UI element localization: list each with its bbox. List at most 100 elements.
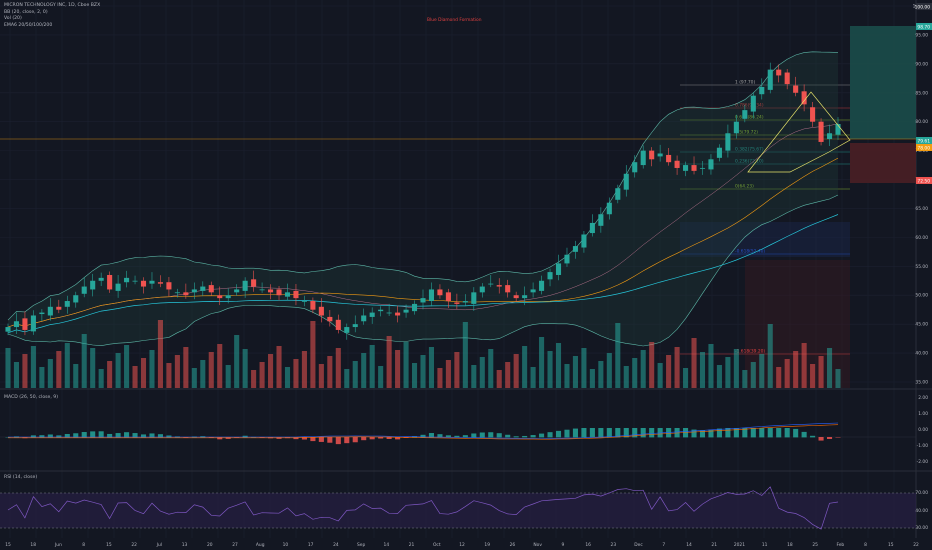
date-tick: 11 [762, 542, 768, 548]
volume-bar [403, 342, 409, 388]
candle [259, 289, 265, 291]
bollinger-fill [8, 51, 838, 347]
volume-bar [462, 322, 468, 388]
candle [386, 312, 392, 314]
candle [90, 280, 96, 290]
price-tick: 65.00 [915, 206, 928, 212]
date-tick: 21 [711, 542, 717, 548]
macd-line [8, 422, 839, 439]
macd-histogram-bar [217, 437, 223, 440]
fib-label: 0.786(91.34) [735, 103, 764, 109]
volume-bar [750, 362, 756, 388]
rsi-label[interactable]: RSI (14, close) [4, 475, 38, 480]
candle [564, 254, 570, 264]
volume-bar [22, 354, 28, 388]
candle [225, 295, 231, 299]
candle [555, 263, 562, 275]
legend-ema[interactable]: EMA6 20/50/100/200 [4, 22, 53, 28]
date-tick: 24 [333, 542, 339, 548]
macd-tick: 2.00 [918, 395, 928, 401]
macd-histogram-bar [530, 435, 536, 438]
macd-histogram-bar [64, 434, 70, 438]
macd-histogram-bar [615, 428, 621, 438]
fib-label: 1 (97.70) [735, 80, 755, 86]
volume-bar [793, 351, 799, 388]
macd-histogram-bar [496, 433, 502, 438]
macd-histogram-bar [742, 428, 748, 438]
volume-bar [378, 366, 384, 388]
macd-histogram-bar [242, 435, 248, 438]
macd-tick: -2.00 [917, 459, 929, 465]
volume-bar [488, 349, 494, 388]
volume-bar [657, 363, 663, 388]
macd-histogram-bar [767, 428, 773, 438]
rsi-tick: 70.00 [915, 490, 928, 496]
candle [208, 285, 214, 293]
volume-bar [640, 350, 646, 388]
volume-bar [589, 369, 595, 388]
macd-histogram-bar [140, 434, 147, 438]
date-tick: 14 [384, 542, 390, 548]
volume-bar [564, 364, 570, 388]
candle [454, 302, 460, 304]
date-tick: 9 [561, 542, 564, 548]
legend-bb[interactable]: BB (20, close, 2, 0) [4, 9, 48, 15]
candle [505, 285, 511, 293]
legend-vol[interactable]: Vol (20) [4, 16, 22, 22]
macd-histogram-bar [793, 428, 799, 438]
macd-histogram-bar [107, 433, 113, 438]
candle [674, 160, 680, 168]
macd-histogram-bar [649, 428, 655, 438]
volume-bar [318, 364, 324, 388]
candle [411, 303, 418, 312]
candle [149, 280, 155, 284]
macd-histogram-bar [606, 428, 612, 438]
volume-bar [64, 343, 70, 388]
macd-histogram-bar [335, 437, 341, 445]
candle [420, 298, 426, 303]
legend-symbol[interactable]: MICRON TECHNOLOGY INC, 1D, Cboe BZX [4, 3, 101, 8]
macd-histogram-bar [259, 437, 265, 438]
macd-histogram-bar [750, 428, 756, 438]
volume-bar [293, 359, 299, 388]
candle [242, 280, 248, 291]
candle [47, 306, 53, 316]
candle [488, 283, 494, 285]
candle [5, 327, 11, 332]
candle [539, 280, 545, 291]
macd-histogram-bar [318, 437, 324, 442]
macd-histogram-bar [666, 428, 672, 438]
volume-bar [98, 369, 104, 388]
formation-annotation[interactable]: Blue Diamond Formation [427, 18, 482, 23]
candle [784, 72, 790, 85]
macd-legend: MACD (26, 50, close, 9) [4, 395, 58, 402]
macd-histogram-bar [691, 429, 697, 438]
macd-label[interactable]: MACD (26, 50, close, 9) [4, 395, 59, 400]
candle [64, 301, 70, 307]
candle [725, 133, 731, 151]
candle [157, 282, 163, 284]
candle [598, 214, 604, 226]
candle [496, 285, 502, 287]
date-tick: 27 [232, 542, 238, 548]
volume-bar [90, 348, 96, 388]
volume-bar [157, 320, 163, 388]
fib-label: 0.618(86.24) [735, 115, 764, 121]
price-tick: 40.00 [915, 351, 928, 357]
volume-bar [835, 369, 841, 388]
candle [378, 309, 384, 312]
macd-histogram-bar [479, 432, 485, 438]
candle [30, 315, 36, 332]
volume-bar [759, 354, 765, 388]
candle [615, 188, 621, 200]
price-tick: 45.00 [915, 322, 928, 328]
volume-bar [666, 355, 672, 388]
bollinger-upper [7, 51, 839, 321]
macd-histogram-bar [708, 429, 714, 438]
date-tick: 22 [131, 542, 137, 548]
candle [818, 121, 824, 142]
volume-bar [124, 345, 130, 388]
candle [403, 309, 409, 313]
candle [318, 306, 324, 316]
